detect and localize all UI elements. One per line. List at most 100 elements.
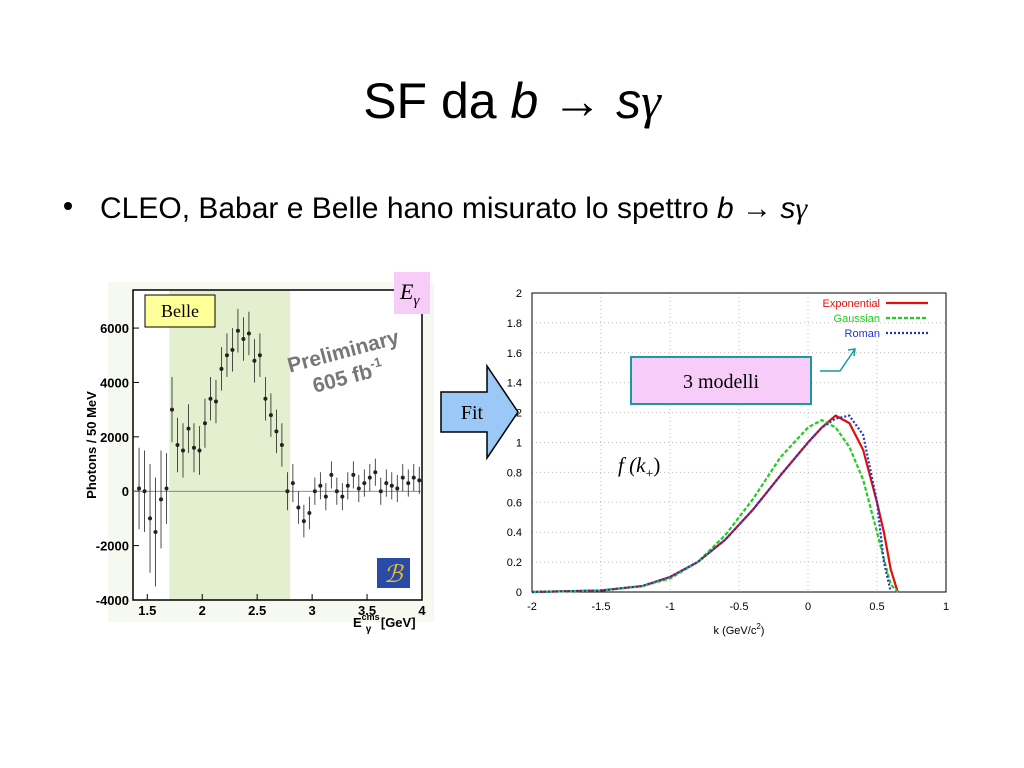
annotation-sub: +	[645, 467, 653, 482]
data-point	[395, 486, 400, 491]
data-point	[246, 331, 251, 336]
x-tick-label: -0.5	[730, 601, 749, 613]
x-tick-label: 4	[418, 603, 426, 618]
data-point	[340, 494, 345, 499]
x-label-unit: [GeV]	[377, 615, 415, 630]
x-tick-label: 0	[805, 601, 811, 613]
annotation-end: )	[653, 453, 660, 477]
x-axis-label: Ecms γ [GeV]	[353, 612, 416, 635]
models-label: 3 modelli	[683, 371, 760, 393]
data-point	[191, 445, 196, 450]
data-point	[137, 486, 142, 491]
data-point	[329, 472, 334, 477]
fit-label: Fit	[461, 402, 484, 424]
data-point	[274, 429, 279, 434]
y-tick-label: 1	[516, 438, 522, 450]
data-point	[285, 489, 290, 494]
y-tick-label: 1.6	[507, 348, 522, 360]
y-tick-label: 6000	[100, 321, 129, 336]
data-point	[142, 489, 147, 494]
y-tick-label: 2000	[100, 430, 129, 445]
bullet-greek: γ	[795, 192, 808, 225]
data-point	[345, 483, 350, 488]
x-tick-label: -2	[527, 601, 537, 613]
x-label-base: E	[353, 615, 362, 630]
data-point	[362, 481, 367, 486]
models-chart: 00.20.40.60.811.21.41.61.82-2-1.5-1-0.50…	[507, 288, 949, 637]
data-point	[213, 399, 218, 404]
data-point	[378, 489, 383, 494]
bullet-plain: CLEO, Babar e Belle hano misurato lo spe…	[100, 192, 717, 225]
data-point	[197, 448, 202, 453]
data-point	[164, 486, 169, 491]
belle-logo	[377, 558, 410, 588]
data-point	[219, 366, 224, 371]
data-point	[170, 407, 175, 412]
data-point	[312, 489, 317, 494]
data-point	[235, 328, 240, 333]
x-tick-label: 3	[308, 603, 315, 618]
y-tick-label: 0.6	[507, 497, 522, 509]
y-tick-label: 1.4	[507, 378, 522, 390]
x-tick-label: 2.5	[248, 603, 266, 618]
data-point	[334, 489, 339, 494]
energy-label: Eγ	[399, 279, 420, 309]
data-point	[389, 483, 394, 488]
data-point	[411, 475, 416, 480]
data-point	[290, 481, 295, 486]
fit-arrow	[440, 363, 519, 461]
data-point	[224, 353, 229, 358]
data-point	[356, 486, 361, 491]
y-tick-label: 1.8	[507, 318, 522, 330]
x-tick-label: 3.5	[358, 603, 376, 618]
data-point	[241, 336, 246, 341]
data-point	[153, 530, 158, 535]
data-point	[406, 481, 411, 486]
x-label-sub: γ	[366, 624, 372, 635]
y-tick-label: 0	[516, 587, 522, 599]
curve-annotation: f (k+)	[618, 453, 660, 482]
x-tick-label: -1.5	[592, 601, 611, 613]
y-tick-label: 2	[516, 288, 522, 300]
title-greek: γ	[641, 73, 662, 129]
y-tick-label: 0.2	[507, 557, 522, 569]
data-point	[373, 470, 378, 475]
stamp-sup: -1	[368, 354, 383, 371]
x-label-base: k (GeV/c	[714, 625, 757, 637]
data-point	[159, 497, 164, 502]
data-point	[268, 413, 273, 418]
title-math: b → s	[511, 73, 642, 129]
energy-box	[394, 272, 430, 314]
data-point	[230, 347, 235, 352]
plot-frame	[531, 292, 947, 593]
data-point	[417, 478, 422, 483]
model-curve	[531, 418, 899, 594]
slide-title: SF da b → sγ	[363, 73, 662, 129]
data-point	[175, 443, 180, 447]
signal-band	[169, 290, 291, 600]
data-point	[400, 475, 405, 480]
data-point	[186, 426, 191, 431]
y-tick-label: 4000	[100, 375, 129, 390]
annotation-base: f (k	[618, 453, 646, 477]
x-tick-label: 0.5	[869, 601, 884, 613]
data-point	[318, 483, 323, 488]
data-point	[180, 448, 185, 453]
data-point	[323, 494, 328, 499]
data-point	[367, 475, 372, 480]
data-point	[257, 353, 262, 358]
belle-logo-mark: ℬ	[384, 562, 405, 588]
title-text: SF da	[363, 73, 510, 129]
plot-frame	[132, 289, 423, 601]
y-tick-label: 0	[122, 484, 129, 499]
x-label-sup: cms	[362, 612, 380, 622]
data-point	[202, 421, 207, 426]
y-tick-label: 0.8	[507, 467, 522, 479]
data-point	[307, 510, 312, 515]
legend-label: Exponential	[823, 298, 881, 310]
data-point	[279, 443, 284, 447]
y-axis-label: Photons / 50 MeV	[84, 391, 99, 499]
model-curve	[531, 414, 892, 594]
belle-chart: -4000 -2000 0 2000 4000 6000 1.5 2 2.5 3 3.5 4 Belle…	[84, 272, 434, 635]
